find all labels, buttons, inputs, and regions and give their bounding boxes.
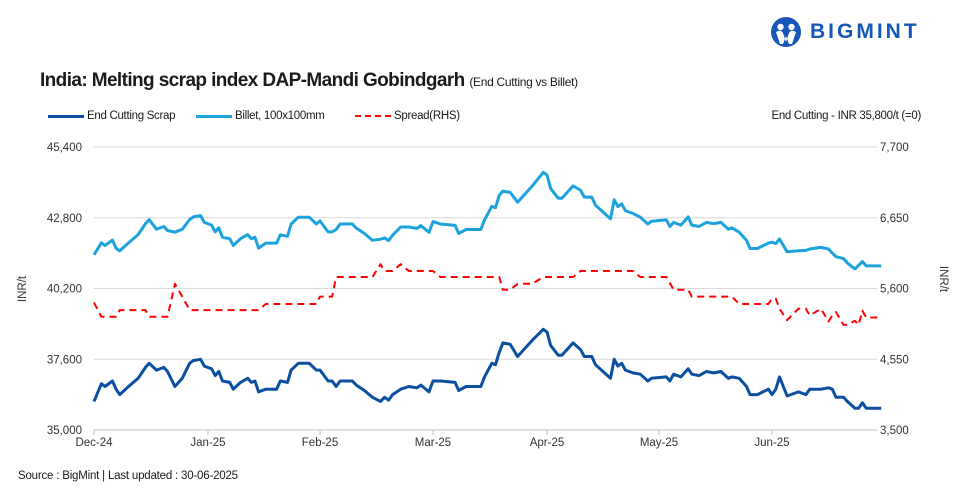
legend-swatch-billet	[196, 114, 232, 118]
y-tick-right: 3,500	[880, 425, 909, 437]
source-note: Source : BigMint | Last updated : 30-06-…	[18, 470, 238, 482]
legend-swatch-scrap	[48, 114, 84, 118]
bigmint-logo: BIGMINT	[770, 16, 920, 48]
series-line-spread	[93, 263, 882, 326]
x-tick-label: Jan-25	[190, 437, 225, 449]
legend-label-scrap: End Cutting Scrap	[87, 110, 176, 122]
legend-item-billet: Billet, 100x100mm	[196, 110, 325, 122]
legend-item-scrap: End Cutting Scrap	[48, 110, 176, 122]
y-tick-left: 37,600	[47, 354, 82, 366]
y-tick-right: 6,650	[880, 213, 909, 225]
legend-label-billet: Billet, 100x100mm	[235, 110, 325, 122]
chart-title: India: Melting scrap index DAP-Mandi Gob…	[40, 70, 578, 92]
series-lines	[92, 170, 882, 410]
x-tick-label: May-25	[640, 437, 678, 449]
series-line-billet	[92, 170, 882, 271]
chart-subtitle: (End Cutting vs Billet)	[469, 75, 578, 89]
x-tick-label: Apr-25	[530, 437, 565, 449]
legend-swatch-spread	[355, 115, 391, 117]
y-tick-left: 45,400	[47, 142, 82, 154]
y-tick-right: 5,600	[880, 284, 909, 296]
x-tick-label: Mar-25	[415, 437, 451, 449]
legend-label-spread: Spread(RHS)	[394, 110, 460, 122]
chart-title-text: India: Melting scrap index DAP-Mandi Gob…	[40, 70, 465, 91]
y-axis-left-label: INR/t	[17, 275, 29, 302]
series-line-scrap	[92, 327, 882, 410]
y-axis-right-label: INR/t	[937, 266, 949, 293]
bigmint-logo-icon	[771, 17, 801, 47]
axes: 35,000 37,600 40,200 42,800 45,400 3,500 4,550…	[47, 142, 909, 449]
x-tick-label: Feb-25	[302, 437, 338, 449]
x-tick-label: Dec-24	[75, 437, 113, 449]
y-tick-right: 7,700	[880, 142, 909, 154]
y-tick-left: 40,200	[47, 284, 82, 296]
y-tick-right: 4,550	[880, 354, 909, 366]
logo-text: BIGMINT	[810, 20, 920, 43]
x-tick-label: Jun-25	[754, 437, 789, 449]
legend-item-spread: Spread(RHS)	[355, 110, 460, 122]
y-tick-left: 35,000	[47, 425, 82, 437]
gridlines	[94, 146, 877, 431]
chart-note: End Cutting - INR 35,800/t (=0)	[771, 110, 921, 122]
y-tick-left: 42,800	[47, 213, 82, 225]
